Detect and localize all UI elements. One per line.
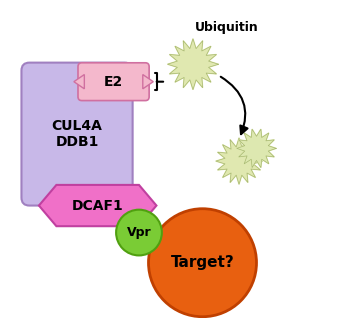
Text: E2: E2 <box>104 75 123 89</box>
FancyBboxPatch shape <box>78 63 149 100</box>
Polygon shape <box>216 138 262 184</box>
Text: Ubiquitin: Ubiquitin <box>194 21 258 34</box>
FancyArrowPatch shape <box>221 77 247 134</box>
Text: Target?: Target? <box>171 255 234 270</box>
Polygon shape <box>167 39 218 90</box>
Circle shape <box>148 209 257 317</box>
Circle shape <box>116 210 162 256</box>
Polygon shape <box>39 185 157 226</box>
Polygon shape <box>237 129 276 167</box>
Polygon shape <box>74 75 84 89</box>
FancyBboxPatch shape <box>21 63 133 205</box>
Text: DCAF1: DCAF1 <box>72 198 124 212</box>
Text: CUL4A
DDB1: CUL4A DDB1 <box>52 119 102 149</box>
Polygon shape <box>143 75 153 89</box>
Text: Vpr: Vpr <box>127 226 151 239</box>
